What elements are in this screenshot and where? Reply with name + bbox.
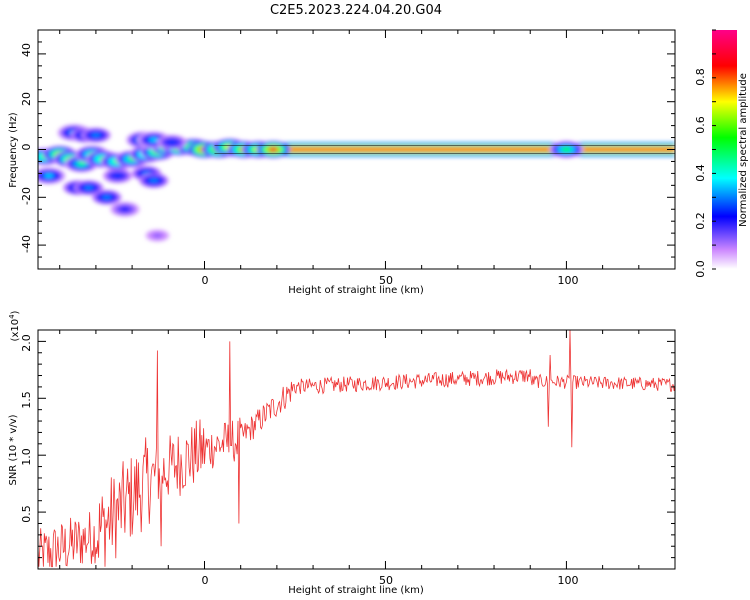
blob-33-4 [152, 233, 163, 238]
snr-y-tick-1.5: 1.5 [20, 391, 33, 409]
x-tick-0: 0 [202, 274, 209, 287]
spectrogram-ticks [38, 29, 676, 270]
colorbar-tick-0: 0.0 [694, 260, 707, 278]
y-tick-20: 20 [20, 92, 33, 106]
colorbar-tick-3: 0.6 [694, 116, 707, 134]
snr-y-axis-label: SNR (10 * v/v) [8, 414, 19, 485]
blob-34-4 [167, 139, 177, 145]
y-tick-neg40: -40 [20, 235, 33, 253]
snr-y-tick-2.0: 2.0 [20, 334, 33, 352]
y-tick-40: 40 [20, 43, 33, 57]
y-tick-neg20: -20 [20, 187, 33, 205]
spectrogram-heatmap [38, 124, 675, 242]
colorbar-label: Normalized spectral amplitude [738, 73, 749, 227]
snr-x-tick-0: 0 [202, 574, 209, 587]
y-axis-label: Frequency (Hz) [8, 112, 19, 188]
band-layer-4 [204, 147, 675, 152]
snr-x-tick-50: 50 [379, 574, 393, 587]
blob-31-4 [148, 137, 159, 143]
heatmap-blobs [38, 124, 675, 242]
colorbar-tick-1: 0.2 [694, 212, 707, 230]
blob-27-4 [112, 173, 123, 179]
x-tick-50: 50 [379, 274, 393, 287]
blob-23-4 [91, 132, 101, 138]
blob-3-4 [76, 161, 87, 167]
snr-ticks [38, 330, 676, 569]
x-axis-label: Height of straight line (km) [288, 285, 424, 296]
figure-title: C2E5.2023.224.04.20.G04 [270, 3, 442, 18]
snr-y-tick-1.0: 1.0 [20, 448, 33, 466]
colorbar-ticks [712, 29, 716, 270]
blob-25-4 [83, 185, 94, 191]
y-tick-0: 0 [20, 144, 33, 151]
blob-19-4 [561, 147, 572, 152]
colorbar-scale [712, 30, 737, 269]
spectrogram-panel: 0 50 100 Height of straight line (km) 40… [8, 29, 676, 296]
snr-frame [37, 329, 676, 570]
snr-x-tick-100: 100 [558, 574, 579, 587]
colorbar: 0.0 0.2 0.4 0.6 0.8 Normalized spectral … [694, 29, 749, 278]
snr-panel: 0 50 100 Height of straight line (km) 0.… [8, 310, 676, 596]
snr-y-tick-0.5: 0.5 [20, 505, 33, 523]
blob-32-4 [119, 206, 130, 212]
colorbar-tick-4: 0.8 [694, 68, 707, 86]
blob-30-4 [148, 178, 159, 184]
snr-series-line [38, 330, 675, 568]
blob-18-4 [268, 147, 279, 152]
blob-26-4 [101, 194, 112, 200]
blob-20-4 [43, 173, 54, 179]
x-tick-100: 100 [558, 274, 579, 287]
snr-x-axis-label: Height of straight line (km) [288, 585, 424, 596]
snr-multiplier: (x104) [8, 310, 21, 341]
colorbar-tick-2: 0.4 [694, 164, 707, 182]
